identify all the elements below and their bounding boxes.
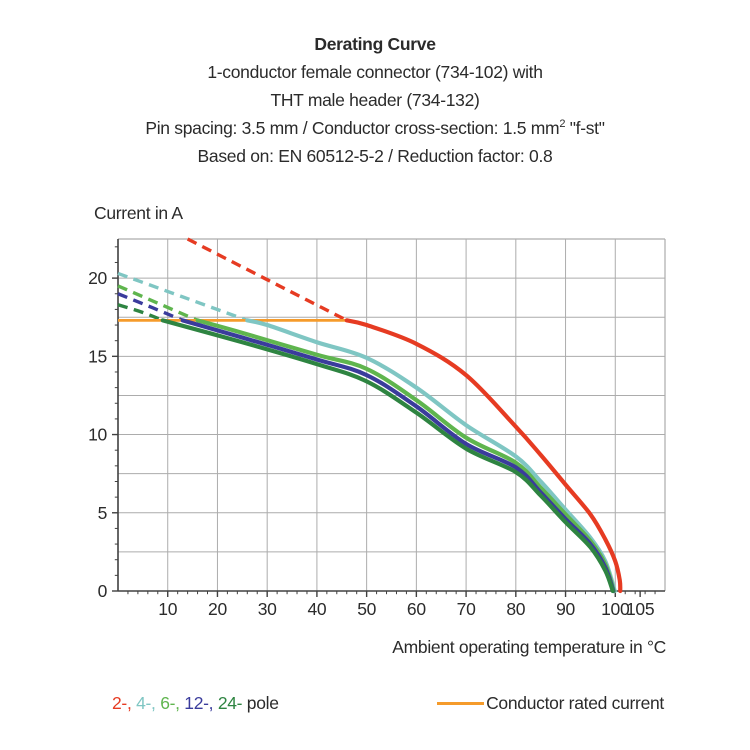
y-tick-label: 10 — [88, 425, 107, 445]
chart-header: Derating Curve 1-conductor female connec… — [0, 30, 750, 170]
rated-current-label: Conductor rated current — [486, 693, 664, 713]
curve-solid-2-pole — [344, 318, 623, 594]
y-tick-label: 15 — [88, 346, 107, 366]
rated-current-line-swatch — [437, 702, 485, 705]
chart-subtitle-line5: Based on: EN 60512-5-2 / Reduction facto… — [197, 146, 553, 166]
curve-solid-6-pole — [195, 318, 616, 594]
legend-pole-item: 24- — [217, 693, 243, 713]
x-tick-label: 10 — [158, 599, 177, 619]
x-tick-label: 30 — [258, 599, 277, 619]
curve-dashed-2-pole — [186, 237, 348, 322]
x-tick-label: 100 — [601, 599, 630, 619]
legend-pole-item: 6-, — [160, 693, 180, 713]
x-tick-label: 80 — [506, 599, 525, 619]
curve-dashed-6-pole — [117, 284, 199, 322]
x-tick-label: 60 — [407, 599, 426, 619]
curve-solid-12-pole — [180, 318, 616, 594]
x-tick-label: 90 — [556, 599, 575, 619]
x-tick-label: 105 — [626, 599, 654, 619]
legend-pole-counts: 2-, 4-, 6-, 12-, 24- pole — [112, 693, 279, 714]
legend-rated-current: Conductor rated current — [437, 693, 664, 714]
legend-pole-item: 4-, — [136, 693, 156, 713]
x-tick-label: 50 — [357, 599, 376, 619]
chart-subtitle-line3: THT male header (734-132) — [270, 90, 480, 110]
legend-pole-item: 2-, — [112, 693, 132, 713]
y-tick-label: 5 — [98, 503, 107, 523]
curve-dashed-4-pole — [117, 271, 248, 322]
y-tick-label: 20 — [88, 268, 107, 288]
curve-dashed-12-pole — [117, 292, 184, 322]
chart-title: Derating Curve — [314, 34, 436, 54]
legend-pole-item: 12-, — [184, 693, 214, 713]
chart-subtitle-line4: Pin spacing: 3.5 mm / Conductor cross-se… — [145, 118, 605, 138]
x-tick-label: 40 — [307, 599, 326, 619]
legend-pole-suffix: pole — [246, 693, 279, 713]
x-tick-label: 70 — [457, 599, 476, 619]
x-axis-title: Ambient operating temperature in °C — [392, 637, 666, 657]
x-tick-label: 20 — [208, 599, 227, 619]
curve-solid-24-pole — [160, 318, 615, 594]
chart-legend: 2-, 4-, 6-, 12-, 24- pole Conductor rate… — [112, 693, 664, 714]
y-tick-label: 0 — [98, 581, 108, 601]
chart-subtitle-line2: 1-conductor female connector (734-102) w… — [207, 62, 543, 82]
superscript-2: 2 — [559, 118, 566, 131]
y-axis-title: Current in A — [94, 203, 183, 223]
curve-dashed-24-pole — [117, 303, 164, 322]
